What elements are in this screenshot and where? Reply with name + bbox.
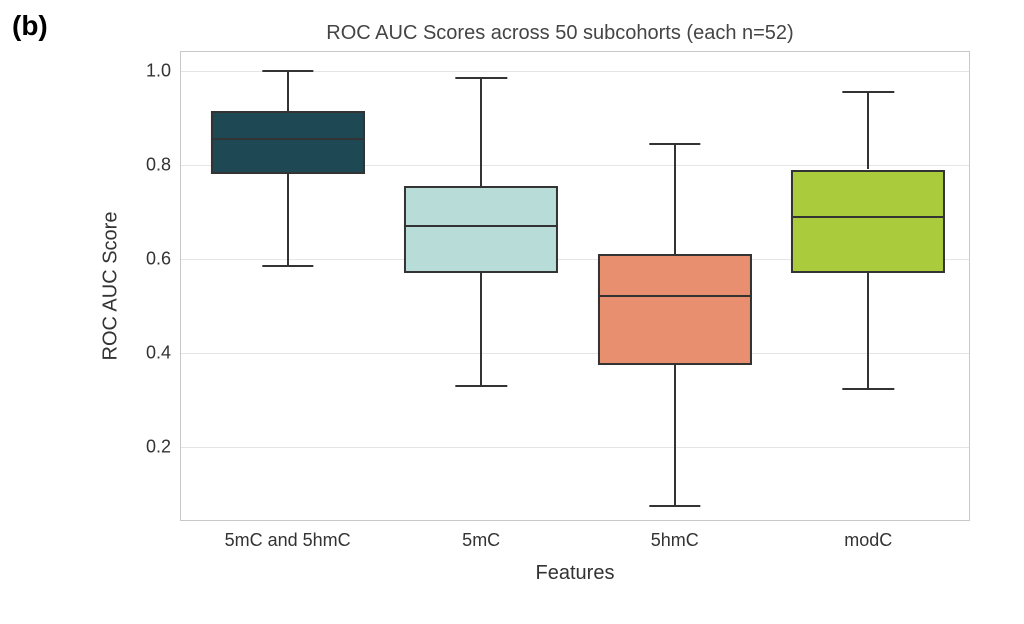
gridline (181, 447, 969, 448)
iqr-box (211, 111, 365, 174)
iqr-box (404, 186, 558, 273)
whisker (674, 365, 676, 506)
y-axis-label: ROC AUC Score (100, 212, 123, 361)
panel-label: (b) (12, 10, 48, 42)
median-line (404, 225, 558, 227)
whisker (287, 71, 289, 111)
boxplot-chart: ROC AUC Scores across 50 subcohorts (eac… (150, 22, 970, 521)
median-line (211, 138, 365, 140)
plot-area: ROC AUC Score Features 0.20.40.60.81.05m… (180, 51, 970, 521)
whisker (867, 92, 869, 170)
whisker-cap (843, 388, 894, 390)
xtick-label: 5mC (462, 520, 500, 551)
median-line (791, 216, 945, 218)
whisker (674, 144, 676, 254)
whisker (287, 174, 289, 266)
whisker-cap (262, 265, 313, 267)
iqr-box (598, 254, 752, 364)
ytick-label: 0.8 (146, 154, 181, 175)
xtick-label: modC (844, 520, 892, 551)
whisker-cap (262, 70, 313, 72)
x-axis-label: Features (536, 520, 615, 585)
whisker-cap (649, 143, 700, 145)
iqr-box (791, 170, 945, 273)
ytick-label: 0.2 (146, 436, 181, 457)
chart-title: ROC AUC Scores across 50 subcohorts (eac… (150, 22, 970, 45)
whisker-cap (456, 77, 507, 79)
whisker (480, 273, 482, 386)
ytick-label: 0.6 (146, 248, 181, 269)
whisker-cap (649, 505, 700, 507)
gridline (181, 353, 969, 354)
ytick-label: 0.4 (146, 342, 181, 363)
ytick-label: 1.0 (146, 60, 181, 81)
xtick-label: 5mC and 5hmC (225, 520, 351, 551)
whisker-cap (456, 385, 507, 387)
whisker (480, 78, 482, 186)
whisker (867, 273, 869, 390)
xtick-label: 5hmC (651, 520, 699, 551)
whisker-cap (843, 91, 894, 93)
median-line (598, 295, 752, 297)
